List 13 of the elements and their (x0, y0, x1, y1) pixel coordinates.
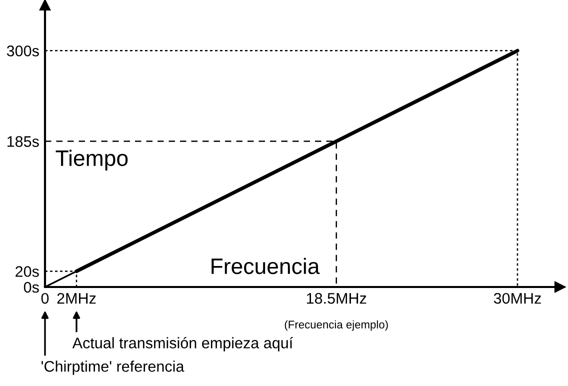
x-tick-label: 2MHz (57, 292, 96, 304)
x-tick-label: 18.5MHz (306, 292, 366, 304)
y-tick-label: 185s (7, 136, 39, 147)
y-tick-label: 300s (6, 46, 39, 56)
x-tick-label: 0 (41, 292, 49, 304)
y-axis-title: Tiempo (56, 150, 128, 170)
text: Actual transmisión empieza aquí (72, 337, 294, 352)
y-tick-label: 0s (24, 282, 39, 293)
x-tick-label: 30MHz (494, 292, 541, 304)
text: 'Chirptime' referencia (42, 360, 184, 375)
y-tick-label: 20s (16, 266, 39, 277)
text: (Frecuencia ejemplo) (284, 320, 388, 331)
x-axis-title: Frecuencia (212, 258, 320, 274)
